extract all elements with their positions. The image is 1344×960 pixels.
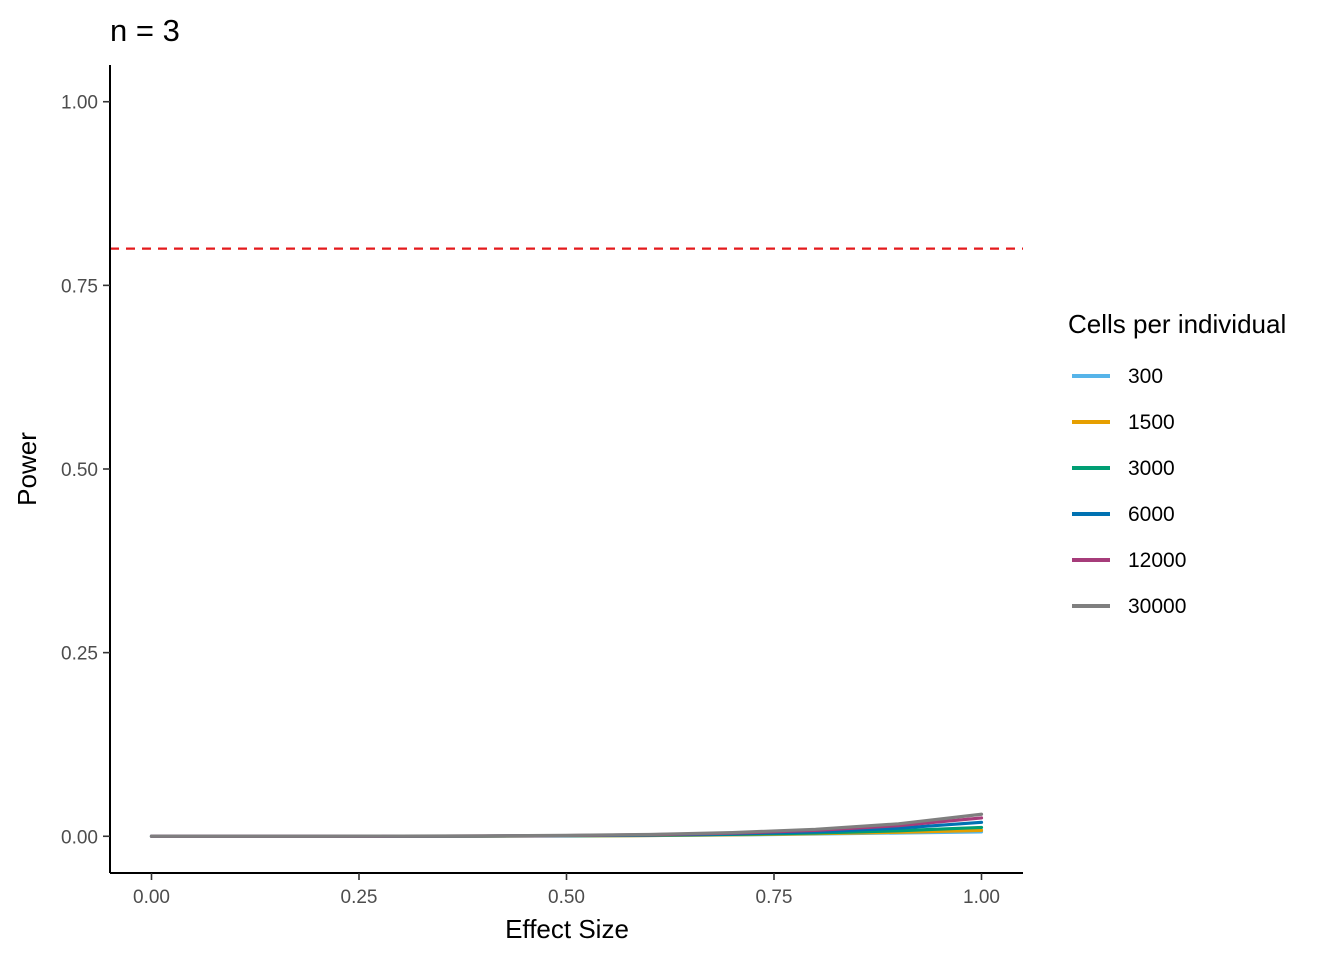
legend-label-1500: 1500 (1128, 411, 1175, 434)
legend-title: Cells per individual (1068, 309, 1286, 339)
plot-area (110, 247, 1023, 838)
y-tick-label: 0.25 (61, 644, 98, 665)
legend-label-12000: 12000 (1128, 549, 1186, 572)
x-tick-label: 0.75 (756, 887, 793, 908)
x-tick-label: 0.50 (548, 887, 585, 908)
x-axis: 0.00 0.25 0.50 0.75 1.00 (110, 872, 1023, 908)
y-tick-label: 0.00 (61, 827, 98, 848)
x-tick-label: 0.00 (133, 887, 170, 908)
y-tick-label: 0.50 (61, 460, 98, 481)
y-tick-label: 1.00 (61, 93, 98, 114)
legend-label-300: 300 (1128, 365, 1163, 388)
legend-items: 300 1500 3000 6000 12000 30000 (1072, 365, 1186, 618)
legend: Cells per individual 300 1500 3000 6000 1200… (1068, 309, 1286, 618)
y-axis-title: Power (12, 432, 42, 506)
x-axis-title: Effect Size (505, 914, 629, 944)
series-line-30000 (149, 812, 984, 838)
legend-label-6000: 6000 (1128, 503, 1175, 526)
chart-title: n = 3 (110, 13, 180, 48)
y-axis: 0.00 0.25 0.50 0.75 1.00 (61, 65, 111, 873)
legend-label-3000: 3000 (1128, 457, 1175, 480)
legend-label-30000: 30000 (1128, 595, 1186, 618)
x-tick-label: 0.25 (341, 887, 378, 908)
y-tick-label: 0.75 (61, 276, 98, 297)
x-tick-label: 1.00 (963, 887, 1000, 908)
